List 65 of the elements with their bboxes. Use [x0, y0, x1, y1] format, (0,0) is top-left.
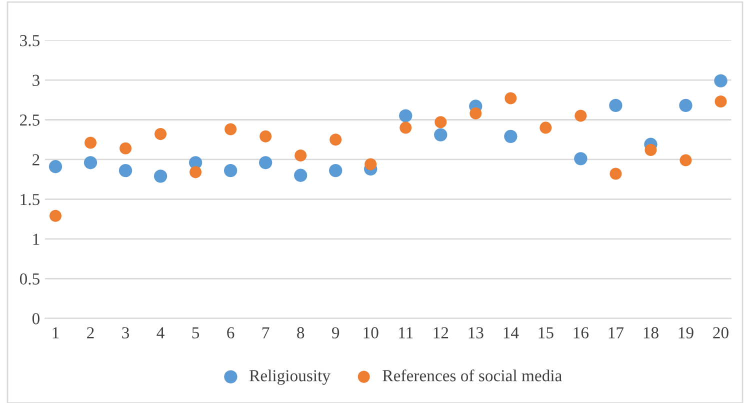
legend-label: References of social media: [382, 369, 562, 382]
y-tick-label: 2.5: [20, 114, 40, 126]
point: [118, 164, 132, 178]
x-tick-label: 12: [434, 327, 448, 338]
x-tick-label: 5: [192, 327, 200, 338]
y-tick-label: 3: [32, 74, 40, 86]
y-tick-label: 1: [33, 234, 40, 245]
point: [679, 98, 692, 112]
y-tick-label: 3.5: [20, 35, 40, 46]
x-tick-label: 7: [262, 327, 270, 338]
x-tick-label: 16: [574, 327, 589, 338]
x-tick-label: 15: [538, 327, 554, 338]
x-tick-label: 14: [504, 327, 519, 338]
point: [49, 210, 62, 222]
point: [224, 164, 238, 178]
point: [329, 164, 342, 178]
point: [610, 168, 622, 180]
point: [714, 95, 727, 108]
x-tick-label: 11: [399, 327, 413, 338]
x-tick-label: 19: [678, 327, 694, 338]
point: [84, 136, 97, 149]
y-tick-label: 2: [32, 154, 40, 166]
point: [224, 123, 237, 136]
x-tick-label: 9: [332, 327, 340, 338]
x-tick-label: 6: [227, 327, 234, 338]
point: [260, 130, 272, 142]
point: [154, 128, 167, 140]
point: [574, 110, 587, 122]
x-tick-label: 8: [297, 327, 304, 338]
y-tick-label: 1.5: [20, 194, 40, 206]
point: [84, 156, 98, 170]
point: [154, 170, 168, 183]
point: [330, 134, 342, 146]
point: [504, 92, 517, 104]
point: [48, 160, 62, 174]
x-tick-label: 1: [52, 327, 59, 338]
x-tick-label: 20: [713, 327, 728, 338]
point: [364, 158, 377, 170]
point: [400, 122, 412, 134]
x-tick-label: 18: [644, 327, 658, 338]
x-tick-label: 2: [87, 327, 94, 338]
point: [399, 109, 412, 122]
y-tick-label: 0: [32, 313, 40, 324]
point: [120, 142, 132, 154]
point: [504, 130, 518, 144]
point: [574, 152, 588, 166]
point: [294, 149, 307, 162]
point: [540, 122, 552, 134]
point: [470, 107, 482, 120]
point: [609, 98, 622, 112]
point: [714, 74, 728, 88]
x-tick-label: 10: [364, 327, 378, 338]
point: [190, 166, 202, 178]
legend-label: Religiousity: [250, 370, 330, 385]
point: [644, 144, 657, 156]
x-tick-label: 3: [122, 327, 130, 338]
point: [258, 156, 272, 170]
y-tick-label: 0.5: [20, 273, 40, 285]
point: [680, 154, 692, 166]
point: [434, 128, 448, 142]
x-tick-label: 17: [608, 327, 624, 338]
point: [434, 116, 447, 128]
x-tick-label: 13: [468, 327, 484, 338]
x-tick-label: 4: [156, 327, 164, 338]
point: [294, 168, 308, 182]
